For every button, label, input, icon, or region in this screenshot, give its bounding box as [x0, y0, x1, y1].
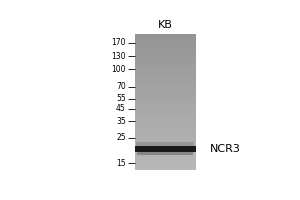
Bar — [136, 142, 194, 146]
Text: 35: 35 — [116, 117, 126, 126]
Text: NCR3: NCR3 — [210, 144, 240, 154]
Text: KB: KB — [158, 20, 173, 30]
Text: 170: 170 — [111, 38, 126, 47]
Bar — [135, 146, 196, 152]
Text: 100: 100 — [111, 65, 126, 74]
Text: 130: 130 — [111, 52, 126, 61]
Text: 70: 70 — [116, 82, 126, 91]
Text: 15: 15 — [116, 159, 126, 168]
Text: 45: 45 — [116, 104, 126, 113]
Text: 55: 55 — [116, 94, 126, 103]
Bar — [137, 152, 193, 155]
Text: 25: 25 — [116, 133, 126, 142]
